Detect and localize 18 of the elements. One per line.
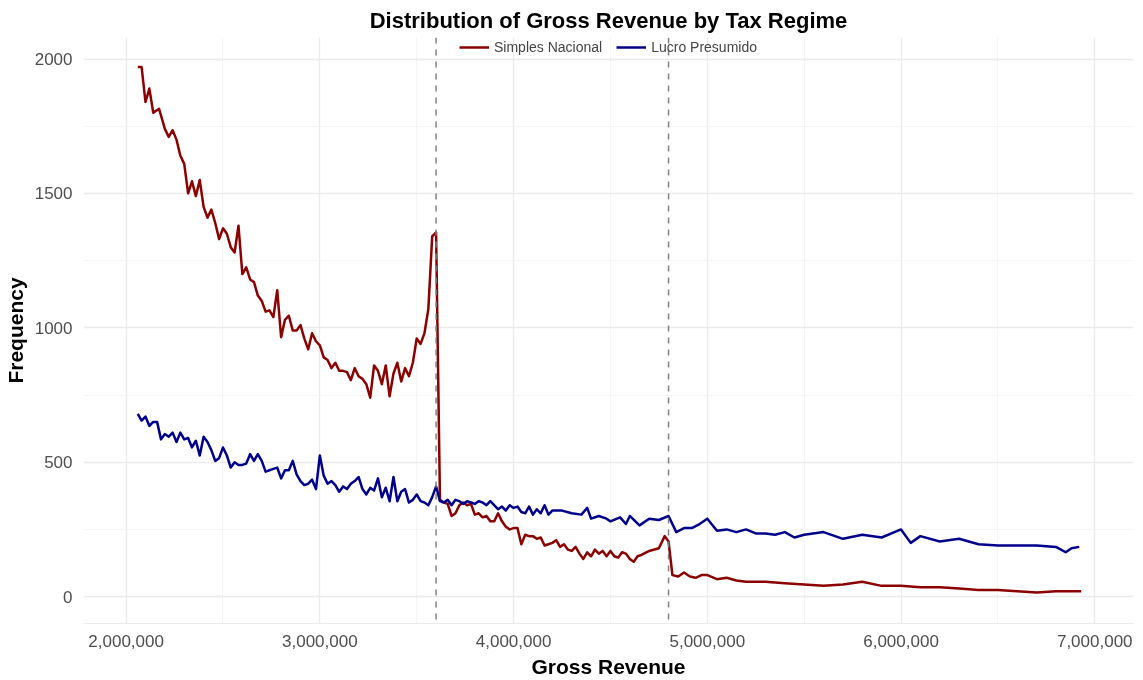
x-tick-label: 3,000,000 — [282, 631, 358, 651]
line-series — [136, 412, 1081, 554]
y-axis-title: Frequency — [3, 277, 27, 384]
x-tick-label: 7,000,000 — [1056, 631, 1133, 651]
chart-title: Distribution of Gross Revenue by Tax Regime — [369, 7, 848, 33]
x-tick-label: 5,000,000 — [669, 631, 746, 651]
y-tick-label: 0 — [63, 587, 73, 607]
line-series — [136, 65, 1083, 594]
x-tick-label: 6,000,000 — [863, 631, 939, 651]
x-tick-label: 4,000,000 — [475, 631, 552, 651]
y-tick-label: 500 — [44, 453, 73, 473]
y-tick-label: 1500 — [34, 184, 73, 204]
y-tick-label: 2000 — [34, 50, 73, 69]
y-tick-label: 1000 — [34, 318, 73, 338]
legend-label: Simples Nacional — [494, 39, 603, 55]
legend-label: Lucro Presumido — [651, 39, 757, 55]
x-axis-title: Gross Revenue — [531, 654, 686, 678]
x-tick-label: 2,000,000 — [88, 631, 164, 651]
